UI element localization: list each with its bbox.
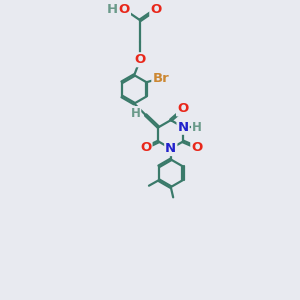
Text: O: O: [177, 102, 188, 116]
Text: H: H: [192, 121, 202, 134]
Text: O: O: [191, 142, 203, 154]
Text: O: O: [119, 3, 130, 16]
Text: O: O: [134, 53, 146, 66]
Text: N: N: [178, 121, 189, 134]
Text: O: O: [150, 3, 161, 16]
Text: Br: Br: [152, 72, 169, 85]
Text: N: N: [165, 142, 176, 155]
Text: H: H: [107, 3, 118, 16]
Text: H: H: [130, 107, 140, 120]
Text: O: O: [140, 142, 152, 154]
